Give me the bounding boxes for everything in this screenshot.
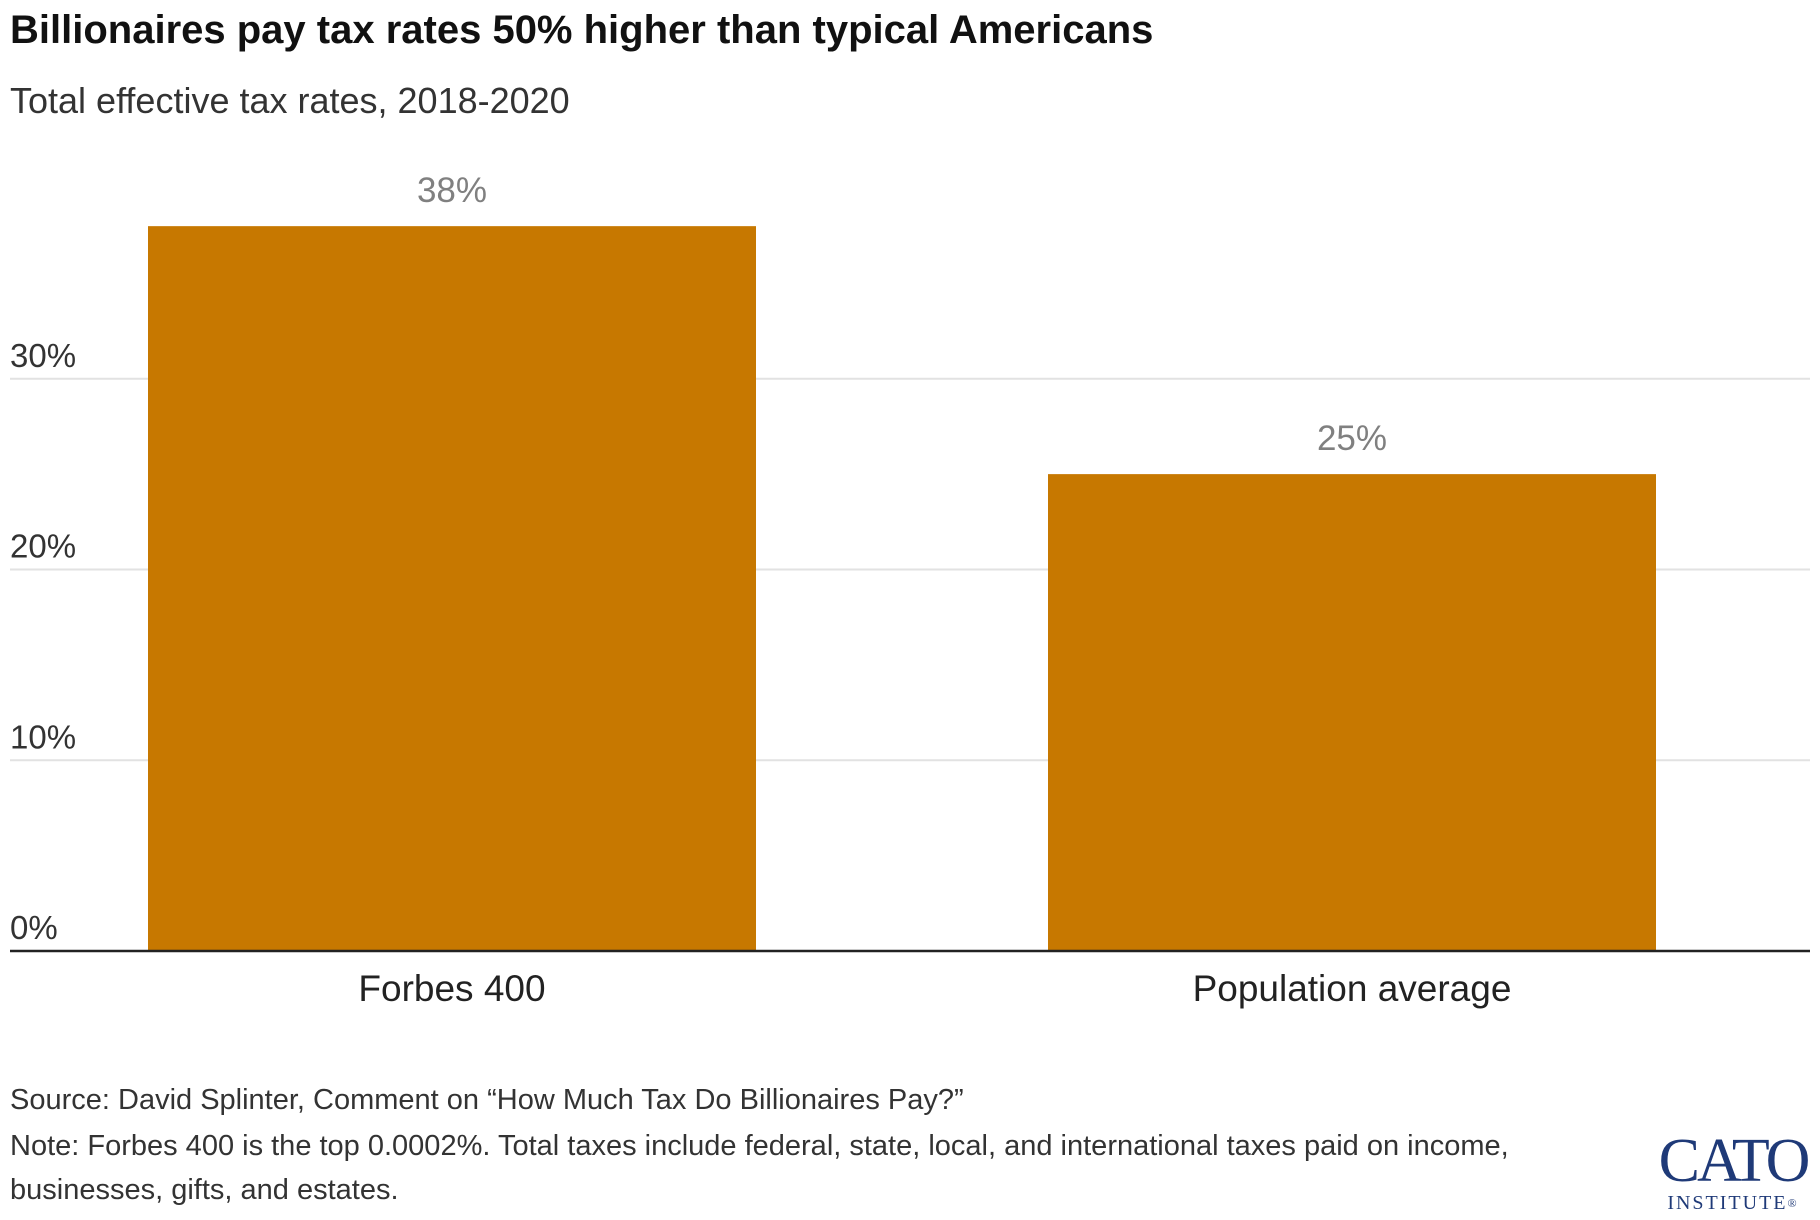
y-tick-label-0: 0%: [10, 909, 58, 946]
y-tick-label-20: 20%: [10, 528, 76, 565]
logo-subtitle: INSTITUTE®: [1667, 1192, 1799, 1214]
chart-title: Billionaires pay tax rates 50% higher th…: [10, 8, 1154, 52]
bar-1: [1048, 474, 1656, 951]
bar-chart: 0% 10% 20% 30% 38% Forbes 400 25% Population av…: [10, 171, 1810, 1009]
y-tick-label-30: 30%: [10, 337, 76, 374]
bar-0: [148, 226, 756, 951]
data-label-1: 25%: [1317, 419, 1387, 458]
chart-subtitle: Total effective tax rates, 2018-2020: [10, 80, 570, 121]
cato-logo: CATO INSTITUTE®: [1658, 1127, 1811, 1214]
logo-wordmark: CATO: [1658, 1127, 1811, 1195]
source-note: Source: David Splinter, Comment on “How …: [10, 1084, 964, 1116]
x-tick-label-0: Forbes 400: [358, 968, 545, 1009]
x-tick-label-1: Population average: [1193, 968, 1512, 1009]
footnote: Note: Forbes 400 is the top 0.0002%. Tot…: [10, 1130, 1509, 1206]
data-label-0: 38%: [417, 171, 487, 210]
y-tick-label-10: 10%: [10, 718, 76, 755]
